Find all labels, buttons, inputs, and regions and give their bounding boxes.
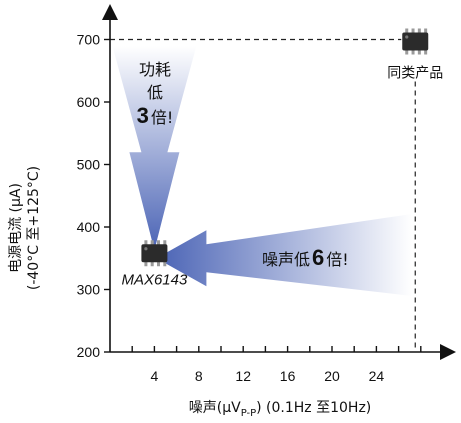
y-axis-title-line2: (-40°C 至+125°C) [26,166,42,290]
power-annotation-line1: 功耗 [139,60,171,79]
noise-annotation-number: 6 [312,245,324,270]
data-points: MAX6143 同类产品 [121,28,443,288]
noise-annotation: 噪声低6 倍! [262,245,349,270]
x-tick-label: 24 [369,368,385,384]
x-axis-title: 噪声(μVP-P) (0.1Hz 至10Hz) [189,400,372,419]
x-tick-label: 16 [280,368,296,384]
y-axis-title-line1: 电源电流 (μA) [8,183,24,273]
y-tick-label: 700 [77,32,101,48]
power-reduction-arrow [112,46,197,251]
x-tick-label: 20 [324,368,340,384]
y-ticks: 200 300 400 500 600 700 [77,32,110,360]
power-annotation-number: 3 [137,103,149,128]
noise-reduction-arrow [156,214,412,296]
x-tick-label: 8 [195,368,203,384]
max6143-chip-icon [141,240,168,267]
x-ticks: 4 8 12 16 20 24 [131,346,422,384]
y-tick-label: 400 [77,219,101,235]
x-tick-label: 4 [151,368,159,384]
max6143-label: MAX6143 [121,271,188,288]
x-axis-title-tail: ) (0.1Hz 至10Hz) [256,400,371,416]
competitor-label: 同类产品 [387,66,443,82]
power-annotation-tail: 倍! [151,108,173,127]
x-axis-title-main: 噪声(μV [189,400,241,416]
x-tick-label: 12 [235,368,251,384]
y-tick-label: 500 [77,157,101,173]
power-annotation-line3: 3 倍! [137,103,174,128]
y-tick-label: 300 [77,282,101,298]
y-tick-label: 600 [77,94,101,110]
y-tick-label: 200 [77,344,101,360]
x-axis-title-sub: P-P [241,408,256,419]
power-annotation-line2: 低 [147,83,163,102]
competitor-chip-icon [402,28,429,55]
noise-annotation-tail: 倍! [326,250,348,269]
noise-annotation-text: 噪声低 [262,250,310,269]
